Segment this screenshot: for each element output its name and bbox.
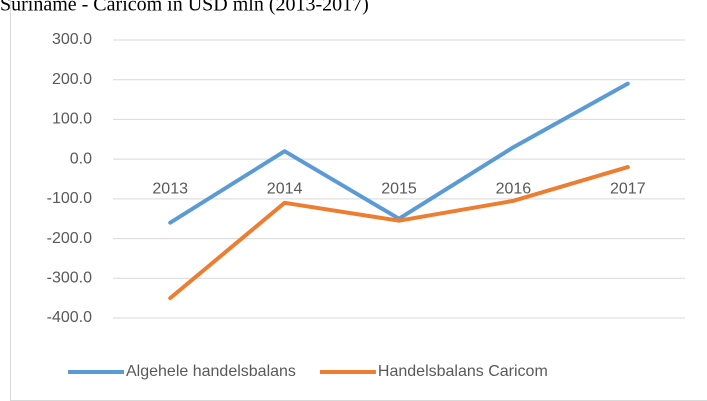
x-tick-label: 2017 xyxy=(610,180,646,197)
x-tick-label: 2014 xyxy=(267,180,303,197)
y-tick-label: -200.0 xyxy=(47,230,92,247)
y-tick-label: 100.0 xyxy=(52,111,92,128)
y-tick-label: -100.0 xyxy=(47,190,92,207)
y-tick-label: 300.0 xyxy=(52,31,92,48)
y-tick-label: -300.0 xyxy=(47,270,92,287)
x-tick-label: 2013 xyxy=(152,180,188,197)
legend-label: Handelsbalans Caricom xyxy=(378,363,548,380)
y-tick-label: 200.0 xyxy=(52,71,92,88)
x-tick-label: 2016 xyxy=(496,180,532,197)
y-tick-label: 0.0 xyxy=(70,150,92,167)
x-tick-label: 2015 xyxy=(381,180,417,197)
series-line xyxy=(168,165,630,301)
chart-frame xyxy=(10,0,707,401)
legend-label: Algehele handelsbalans xyxy=(126,363,296,380)
y-tick-label: -400.0 xyxy=(47,309,92,326)
chart-title: Suriname - Caricom in USD mln (2013-2017… xyxy=(0,0,369,16)
